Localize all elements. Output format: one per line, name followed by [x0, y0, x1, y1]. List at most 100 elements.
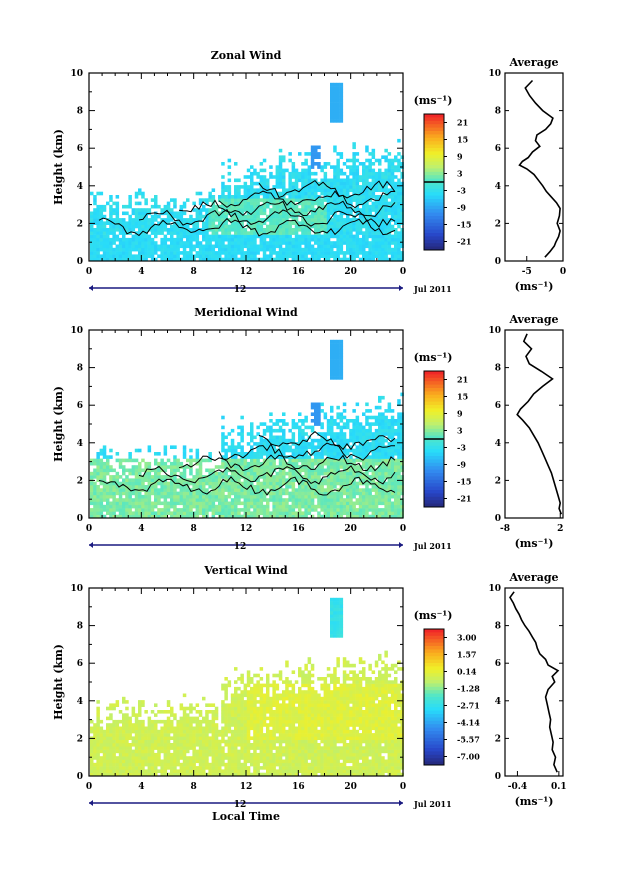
heatmap-cell	[330, 502, 334, 506]
heatmap-cell	[324, 175, 328, 179]
heatmap-cell	[381, 228, 385, 232]
heatmap-cell	[100, 492, 104, 496]
heatmap-cell	[176, 245, 180, 249]
heatmap-cell	[381, 251, 385, 255]
heatmap-cell	[205, 478, 209, 482]
heatmap-cell	[276, 241, 280, 245]
heatmap-cell	[365, 485, 369, 489]
heatmap-cell	[384, 149, 388, 153]
heatmap-cell	[308, 235, 312, 239]
heatmap-cell	[314, 188, 318, 192]
heatmap-cell	[292, 449, 296, 453]
heatmap-cell	[365, 241, 369, 245]
heatmap-cell	[218, 475, 222, 479]
heatmap-cell	[330, 406, 334, 410]
heatmap-cell	[394, 175, 398, 179]
heatmap-cell	[151, 488, 155, 492]
heatmap-cell	[333, 436, 337, 440]
heatmap-cell	[106, 750, 110, 754]
heatmap-cell	[352, 409, 356, 413]
heatmap-cell	[282, 185, 286, 189]
heatmap-cell	[141, 482, 145, 486]
colorbar-segment	[424, 233, 444, 237]
heatmap-cell	[375, 498, 379, 502]
heatmap-cell	[240, 462, 244, 466]
heatmap-cell	[352, 485, 356, 489]
heatmap-cell	[138, 482, 142, 486]
heatmap-cell	[388, 469, 392, 473]
heatmap-cell	[311, 248, 315, 252]
heatmap-cell	[279, 218, 283, 222]
heatmap-cell	[196, 505, 200, 509]
heatmap-cell	[106, 465, 110, 469]
heatmap-cell	[231, 498, 235, 502]
heatmap-cell	[221, 462, 225, 466]
heatmap-cell	[135, 254, 139, 258]
heatmap-cell	[285, 254, 289, 258]
heatmap-cell	[260, 248, 264, 252]
heatmap-cell	[276, 235, 280, 239]
heatmap-cell	[157, 495, 161, 499]
heatmap-cell	[109, 750, 113, 754]
heatmap-cell	[317, 455, 321, 459]
heatmap-cell	[205, 245, 209, 249]
heatmap-cell	[391, 485, 395, 489]
date-axis-arrow-left	[89, 285, 93, 291]
heatmap-cell	[336, 245, 340, 249]
heatmap-cell	[106, 254, 110, 258]
colorbar-segment	[424, 141, 444, 145]
heatmap-cell	[362, 445, 366, 449]
heatmap-cell	[244, 235, 248, 239]
heatmap-cell	[138, 238, 142, 242]
heatmap-cell	[391, 192, 395, 196]
heatmap-cell	[333, 182, 337, 186]
heatmap-cell	[378, 248, 382, 252]
heatmap-cell	[112, 231, 116, 235]
heatmap-cell	[349, 495, 353, 499]
heatmap-cell	[109, 746, 113, 750]
heatmap-cell	[144, 245, 148, 249]
heatmap-cell	[388, 403, 392, 407]
heatmap-cell	[295, 172, 299, 176]
colorbar-segment	[424, 165, 444, 169]
colorbar-segment	[424, 206, 444, 210]
heatmap-cell	[320, 426, 324, 430]
heatmap-cell	[333, 462, 337, 466]
heatmap-cell	[125, 727, 129, 731]
colorbar-segment	[424, 470, 444, 474]
heatmap-cell	[180, 228, 184, 232]
heatmap-cell	[349, 185, 353, 189]
heatmap-cell	[167, 508, 171, 512]
heatmap-cell	[196, 511, 200, 515]
heatmap-cell	[346, 459, 350, 463]
heatmap-cell	[276, 495, 280, 499]
heatmap-cell	[308, 195, 312, 199]
heatmap-cell	[93, 475, 97, 479]
heatmap-cell	[368, 192, 372, 196]
heatmap-cell	[116, 720, 120, 724]
heatmap-cell	[324, 179, 328, 183]
heatmap-cell	[333, 172, 337, 176]
heatmap-cell	[231, 248, 235, 252]
heatmap-cell	[119, 750, 123, 754]
heatmap-cell	[244, 462, 248, 466]
heatmap-cell	[96, 472, 100, 476]
heatmap-cell	[189, 459, 193, 463]
heatmap-cell	[346, 241, 350, 245]
heatmap-cell	[346, 475, 350, 479]
heatmap-cell	[154, 498, 158, 502]
heatmap-cell	[263, 245, 267, 249]
heatmap-cell	[365, 228, 369, 232]
heatmap-cell	[122, 508, 126, 512]
heatmap-cell	[365, 511, 369, 515]
heatmap-cell	[327, 192, 331, 196]
heatmap-cell	[237, 248, 241, 252]
heatmap-cell	[186, 492, 190, 496]
heatmap-cell	[128, 766, 132, 770]
heatmap-cell	[381, 172, 385, 176]
heatmap-cell	[212, 505, 216, 509]
heatmap-cell	[365, 459, 369, 463]
heatmap-cell	[298, 195, 302, 199]
heatmap-cell	[231, 459, 235, 463]
heatmap-cell	[340, 103, 344, 107]
